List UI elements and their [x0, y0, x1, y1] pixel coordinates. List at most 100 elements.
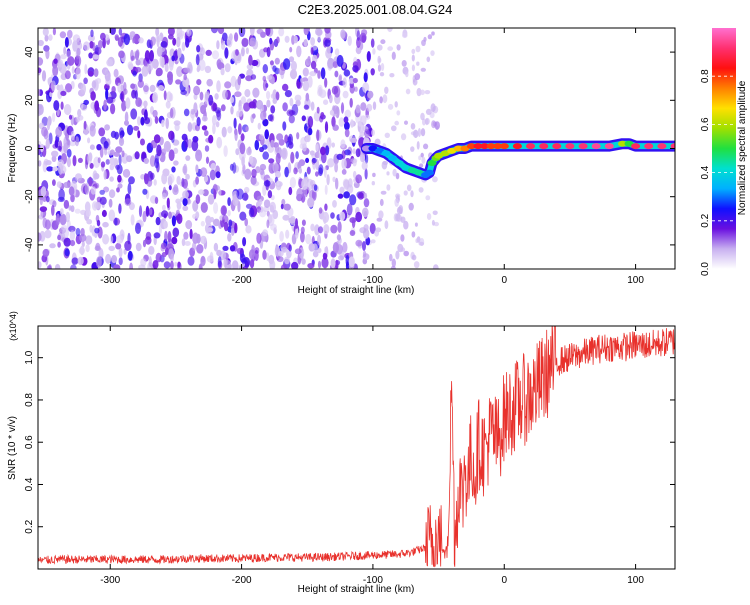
noise-cell: [70, 194, 75, 203]
noise-cell: [196, 116, 201, 127]
noise-cell: [430, 50, 435, 56]
noise-cell: [90, 186, 97, 195]
spectrogram-noise-cells: [38, 28, 441, 269]
noise-cell: [269, 37, 273, 45]
noise-cell: [296, 132, 300, 140]
noise-cell: [109, 28, 116, 35]
noise-cell: [288, 186, 293, 196]
noise-cell: [48, 34, 53, 41]
noise-cell: [51, 112, 56, 123]
noise-cell: [344, 121, 350, 131]
noise-cell: [59, 213, 67, 226]
noise-cell: [94, 227, 100, 234]
noise-cell: [274, 170, 281, 179]
noise-cell: [343, 69, 351, 77]
noise-cell: [291, 35, 295, 45]
noise-cell: [400, 133, 407, 141]
noise-cell: [164, 230, 168, 242]
noise-cell: [314, 224, 320, 236]
noise-cell: [305, 58, 311, 66]
track-point: [375, 147, 384, 154]
noise-cell: [128, 176, 135, 185]
noise-cell: [384, 220, 389, 230]
noise-cell: [150, 59, 154, 71]
track-point: [591, 143, 601, 150]
noise-cell: [72, 40, 78, 52]
noise-cell: [288, 56, 295, 63]
noise-cell: [213, 202, 219, 214]
noise-cell: [167, 173, 175, 184]
noise-cell: [307, 263, 315, 269]
noise-cell: [38, 261, 42, 269]
noise-cell: [85, 235, 93, 245]
noise-cell: [195, 149, 203, 162]
noise-cell: [89, 162, 94, 169]
noise-cell: [280, 264, 287, 269]
noise-cell: [165, 117, 169, 130]
noise-cell: [258, 199, 263, 206]
snr-x-ticks: -300 -200 -100 0 100: [100, 326, 644, 586]
noise-cell: [44, 229, 52, 239]
noise-cell: [324, 246, 328, 254]
noise-cell: [76, 41, 83, 51]
noise-cell: [336, 234, 341, 241]
noise-cell: [99, 196, 107, 205]
noise-cell: [52, 166, 58, 172]
noise-cell: [413, 129, 418, 139]
noise-cell: [109, 149, 115, 155]
noise-cell: [104, 68, 109, 77]
noise-cell: [359, 227, 367, 234]
noise-cell: [204, 65, 212, 74]
track-point: [631, 143, 641, 150]
noise-cell: [213, 242, 219, 252]
noise-cell: [256, 99, 264, 110]
noise-cell: [90, 29, 94, 38]
x-tick-label: 100: [627, 575, 644, 586]
noise-cell: [67, 29, 73, 39]
noise-cell: [360, 154, 365, 163]
noise-cell: [251, 59, 259, 67]
noise-cell: [99, 146, 104, 158]
noise-cell: [196, 79, 202, 86]
noise-cell: [57, 145, 62, 151]
noise-cell: [135, 59, 141, 66]
noise-cell: [228, 219, 233, 227]
noise-cell: [349, 194, 357, 206]
noise-cell: [149, 84, 156, 93]
noise-cell: [416, 87, 422, 97]
noise-cell: [303, 39, 308, 47]
noise-cell: [95, 78, 102, 84]
noise-cell: [400, 247, 406, 252]
noise-cell: [316, 106, 320, 114]
noise-cell: [333, 85, 341, 98]
noise-cell: [305, 233, 312, 245]
noise-cell: [182, 205, 189, 211]
noise-cell: [38, 88, 41, 97]
track-point: [552, 143, 562, 150]
noise-cell: [224, 260, 232, 269]
noise-cell: [278, 28, 285, 37]
noise-cell: [284, 35, 290, 43]
noise-cell: [118, 257, 123, 266]
noise-cell: [280, 203, 284, 210]
noise-cell: [431, 31, 435, 36]
noise-cell: [128, 63, 134, 71]
noise-cell: [411, 64, 415, 72]
x-tick-label: -100: [363, 575, 383, 586]
noise-cell: [240, 133, 245, 142]
noise-cell: [321, 257, 329, 269]
noise-cell: [380, 63, 385, 71]
noise-cell: [155, 216, 161, 226]
noise-cell: [262, 229, 269, 237]
noise-cell: [259, 209, 267, 218]
noise-cell: [349, 217, 357, 224]
noise-cell: [262, 249, 267, 260]
noise-cell: [58, 162, 63, 175]
noise-cell: [361, 29, 368, 36]
noise-cell: [161, 119, 165, 128]
noise-cell: [262, 118, 269, 127]
noise-cell: [245, 47, 249, 55]
noise-cell: [346, 203, 353, 216]
noise-cell: [144, 173, 149, 185]
